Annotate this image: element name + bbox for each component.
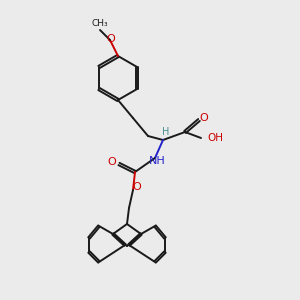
Text: O: O bbox=[108, 157, 116, 167]
Text: O: O bbox=[200, 113, 208, 123]
Text: CH₃: CH₃ bbox=[92, 19, 108, 28]
Text: NH: NH bbox=[148, 156, 165, 166]
Text: O: O bbox=[133, 182, 141, 192]
Text: OH: OH bbox=[207, 133, 223, 143]
Text: O: O bbox=[106, 34, 116, 44]
Text: H: H bbox=[162, 127, 170, 137]
